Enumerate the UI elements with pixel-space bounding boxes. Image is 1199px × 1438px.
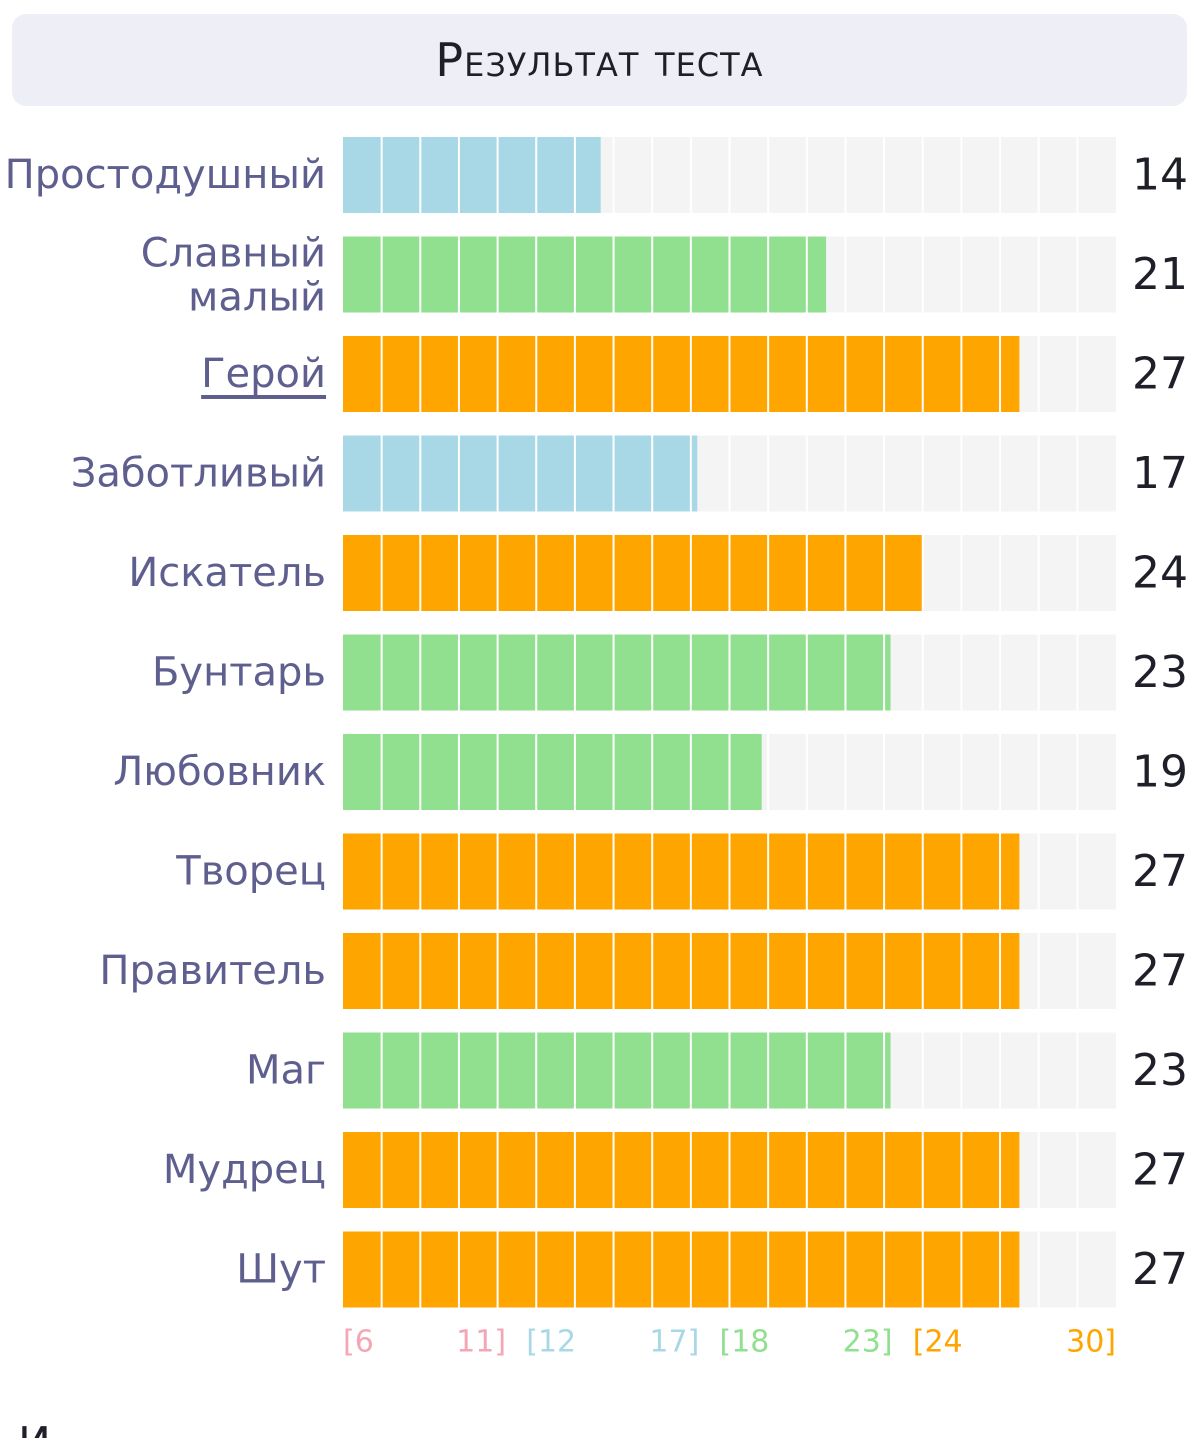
value-label: 14: [1132, 150, 1188, 201]
value-label: 27: [1132, 1244, 1188, 1295]
bar: [343, 1032, 891, 1109]
bar: [343, 535, 923, 611]
category-label: Славный малый: [141, 231, 326, 321]
bar: [343, 435, 698, 512]
category-label: Шут: [236, 1247, 326, 1293]
range-start-label: [6: [343, 1325, 374, 1360]
value-label: 27: [1132, 946, 1188, 997]
category-label: Любовник: [113, 749, 326, 795]
archetype-bar-chart: Простодушный 14 Славный малый 21 Герой 27 Забот…: [5, 137, 1188, 1360]
page-title: Результат теста: [435, 33, 764, 87]
bar: [343, 1231, 1020, 1308]
range-end-label: 30]: [1066, 1325, 1116, 1360]
range-end-label: 17]: [649, 1325, 699, 1360]
bar: [343, 833, 1020, 910]
bar: [343, 236, 827, 313]
footer-partial-text: И: [18, 1418, 51, 1438]
range-start-label: [18: [720, 1325, 770, 1360]
range-end-label: 11]: [456, 1325, 506, 1360]
value-label: 23: [1132, 1045, 1188, 1096]
value-label: 19: [1132, 747, 1188, 798]
category-label: Заботливый: [71, 451, 326, 497]
category-label: Мудрец: [163, 1147, 326, 1193]
category-label: Бунтарь: [152, 650, 326, 696]
bar: [343, 1132, 1020, 1208]
category-label: Искатель: [128, 550, 326, 596]
bar: [343, 137, 601, 213]
bar: [343, 734, 762, 810]
value-label: 23: [1132, 647, 1188, 698]
range-start-label: [24: [913, 1325, 963, 1360]
bar: [343, 336, 1020, 412]
category-link[interactable]: Герой: [201, 351, 326, 397]
bar: [343, 634, 891, 711]
bar: [343, 933, 1020, 1009]
category-label: Правитель: [99, 948, 326, 994]
value-label: 27: [1132, 846, 1188, 897]
category-label: Творец: [175, 849, 326, 895]
category-label: Простодушный: [5, 152, 326, 198]
value-label: 24: [1132, 548, 1188, 599]
value-label: 17: [1132, 448, 1188, 499]
category-label: Маг: [246, 1048, 326, 1094]
value-label: 27: [1132, 1145, 1188, 1196]
range-start-label: [12: [526, 1325, 576, 1360]
range-end-label: 23]: [843, 1325, 893, 1360]
value-label: 27: [1132, 349, 1188, 400]
title-bar: Результат теста: [12, 14, 1187, 106]
value-label: 21: [1132, 249, 1188, 300]
